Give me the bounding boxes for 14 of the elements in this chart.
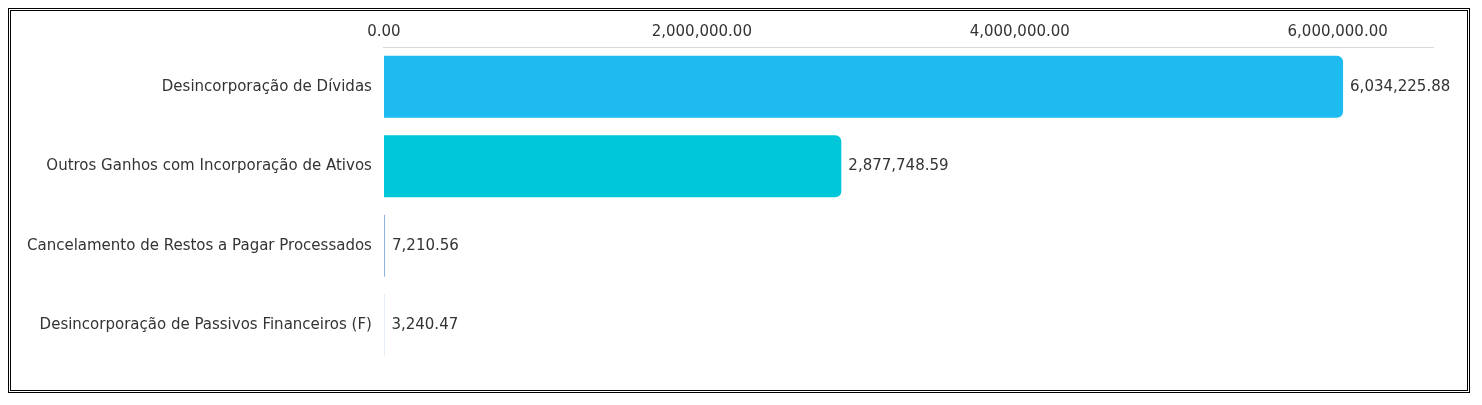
x-tick-label: 0.00 (367, 21, 401, 40)
x-tick-label: 4,000,000.00 (969, 21, 1070, 40)
data-label: 2,877,748.59 (848, 156, 949, 175)
data-label: 3,240.47 (391, 315, 459, 334)
y-tick-label: Desincorporação de Passivos Financeiros (F) (39, 315, 372, 334)
bar (383, 55, 1344, 118)
data-label: 7,210.56 (392, 235, 459, 254)
x-tick-label: 2,000,000.00 (651, 21, 752, 40)
y-tick-label: Desincorporação de Dívidas (161, 76, 373, 95)
y-tick-label: Cancelamento de Restos a Pagar Processados (26, 235, 373, 254)
data-label: 6,034,225.88 (1350, 76, 1451, 95)
bar (383, 135, 842, 198)
x-tick-label: 6,000,000.00 (1287, 21, 1388, 40)
y-tick-label: Outros Ganhos com Incorporação de Ativos (46, 156, 373, 175)
